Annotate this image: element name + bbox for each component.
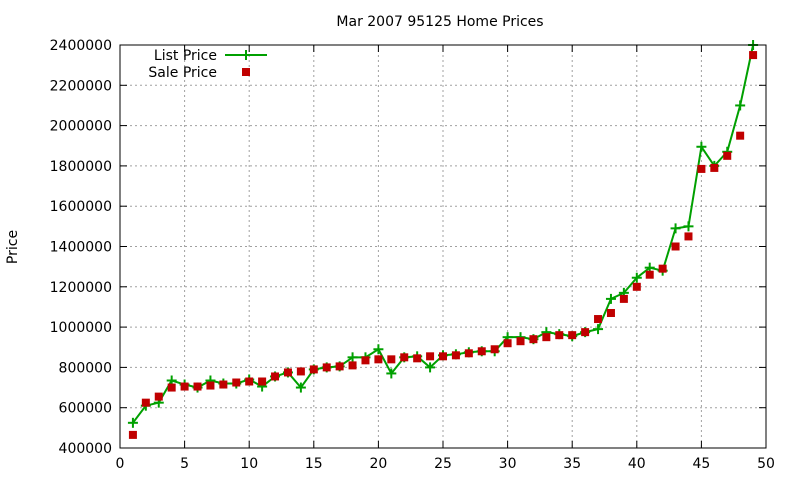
sale-price-point — [619, 294, 628, 303]
sale-price-point — [348, 361, 357, 370]
list-price-point — [386, 368, 397, 379]
x-tick-label: 15 — [305, 456, 323, 472]
list-price-point — [696, 141, 707, 152]
y-tick-label: 1800000 — [50, 159, 112, 175]
sale-price-point — [516, 337, 525, 346]
x-tick-label: 5 — [180, 456, 189, 472]
sale-price-point — [736, 131, 745, 140]
legend-label-list-price: List Price — [154, 48, 217, 64]
sale-price-point — [193, 382, 202, 391]
legend-label-sale-price: Sale Price — [148, 65, 217, 81]
sale-price-point — [723, 151, 732, 160]
sale-price-point — [296, 367, 305, 376]
sale-price-point — [632, 282, 641, 291]
list-price-point — [295, 382, 306, 393]
y-tick-label: 1600000 — [50, 199, 112, 215]
sale-price-point — [426, 352, 435, 361]
sale-price-point — [568, 331, 577, 340]
y-tick-label: 2400000 — [50, 38, 112, 54]
x-tick-label: 20 — [369, 456, 387, 472]
sale-price-point — [141, 398, 150, 407]
sale-price-point — [361, 356, 370, 365]
sale-price-point — [542, 333, 551, 342]
sale-price-point — [387, 355, 396, 364]
sale-price-point — [710, 163, 719, 172]
sale-price-point — [671, 242, 680, 251]
x-tick-label: 0 — [116, 456, 125, 472]
sale-price-point — [490, 345, 499, 354]
list-price-point — [735, 100, 746, 111]
sale-price-point — [451, 351, 460, 360]
y-tick-label: 1400000 — [50, 240, 112, 256]
sale-price-point — [232, 378, 241, 387]
x-tick-label: 25 — [434, 456, 452, 472]
sale-price-point — [167, 383, 176, 392]
x-tick-label: 40 — [628, 456, 646, 472]
sale-price-point — [180, 382, 189, 391]
sale-price-point — [464, 349, 473, 358]
sale-price-point — [245, 377, 254, 386]
x-tick-label: 35 — [563, 456, 581, 472]
sale-price-point — [645, 270, 654, 279]
sale-price-point — [749, 51, 758, 60]
list-price-point — [683, 221, 694, 232]
list-price-point — [670, 223, 681, 234]
sale-price-point — [322, 363, 331, 372]
list-price-point — [631, 272, 642, 283]
y-axis-label: Price — [5, 230, 21, 264]
sale-price-point — [309, 365, 318, 374]
sale-price-point — [271, 372, 280, 381]
legend: List Price Sale Price — [148, 48, 267, 81]
y-tick-label: 1000000 — [50, 320, 112, 336]
sale-price-point — [400, 353, 409, 362]
sale-price-point — [503, 339, 512, 348]
sale-price-point — [128, 430, 137, 439]
x-tick-label: 30 — [499, 456, 517, 472]
x-tick-label: 45 — [692, 456, 710, 472]
sale-price-point — [258, 377, 267, 386]
sale-price-point — [606, 308, 615, 317]
chart-title: Mar 2007 95125 Home Prices — [336, 14, 543, 30]
sale-price-point — [335, 362, 344, 371]
y-tick-label: 1200000 — [50, 280, 112, 296]
list-price-point — [127, 417, 138, 428]
legend-sample-sale-price — [242, 68, 250, 76]
y-tick-label: 600000 — [59, 401, 112, 417]
sale-price-point — [413, 354, 422, 363]
sale-price-point — [477, 347, 486, 356]
sale-price-point — [581, 328, 590, 337]
legend-marker-list-price — [241, 50, 251, 60]
x-tick-label: 50 — [757, 456, 775, 472]
sale-price-point — [374, 355, 383, 364]
list-price-point — [425, 362, 436, 373]
sale-price-point — [219, 380, 228, 389]
sale-price-point — [555, 331, 564, 340]
sale-price-point — [594, 315, 603, 324]
list-price-point — [347, 352, 358, 363]
sale-price-point — [684, 232, 693, 241]
y-tick-label: 400000 — [59, 441, 112, 457]
sale-price-point — [206, 381, 215, 390]
sale-price-point — [283, 368, 292, 377]
list-price-point — [605, 293, 616, 304]
y-tick-label: 2000000 — [50, 119, 112, 135]
sale-price-point — [439, 352, 447, 361]
list-price-point — [593, 324, 604, 335]
sale-price-point — [154, 392, 163, 401]
axis-ticks: 400000 600000 800000 1000000 1200000 1400000 1… — [50, 38, 775, 472]
sale-price-point — [697, 164, 706, 173]
y-tick-label: 800000 — [59, 360, 112, 376]
list-price-point — [373, 344, 384, 355]
y-tick-label: 2200000 — [50, 78, 112, 94]
sale-price-point — [658, 264, 667, 273]
x-tick-label: 10 — [240, 456, 258, 472]
sale-price-point — [529, 335, 538, 344]
series-layer — [127, 40, 759, 439]
